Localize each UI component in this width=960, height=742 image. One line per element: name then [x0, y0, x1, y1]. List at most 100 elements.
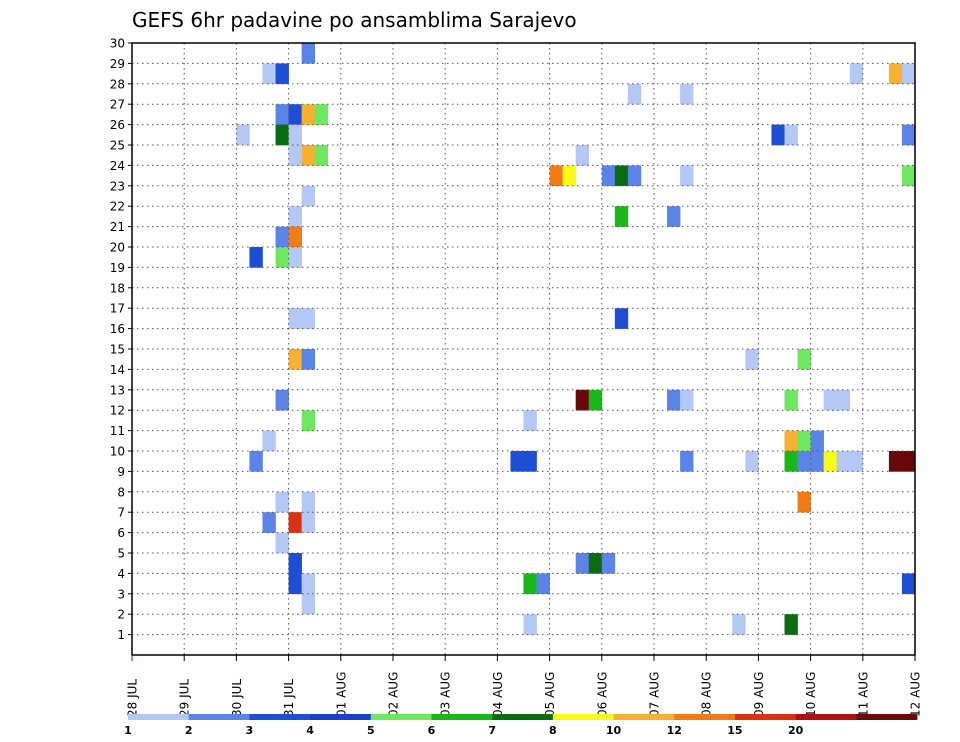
colorbar-swatch: [613, 714, 675, 720]
precip-cell: [288, 308, 302, 329]
precip-cell: [601, 165, 616, 187]
y-tick-label: 24: [110, 159, 125, 173]
precip-cell: [314, 104, 329, 125]
colorbar-label: 20: [788, 724, 804, 737]
y-tick-label: 13: [110, 383, 125, 397]
precip-cell: [575, 389, 590, 411]
precip-cell: [588, 553, 603, 574]
precip-cell: [275, 226, 289, 248]
y-tick-label: 17: [110, 302, 125, 316]
y-tick-label: 28: [110, 77, 125, 91]
colorbar-label: 3: [246, 724, 254, 737]
precip-cell: [810, 430, 824, 452]
precip-cell: [249, 451, 263, 472]
precip-cell: [797, 349, 811, 370]
y-tick-label: 19: [110, 261, 125, 275]
precip-cell: [784, 389, 798, 411]
colorbar-label: 1: [124, 724, 132, 737]
x-tick-label: 04 AUG: [491, 672, 505, 717]
precip-cell: [849, 451, 864, 472]
precip-cell: [262, 512, 276, 533]
precip-cell: [667, 206, 681, 227]
precip-cell: [288, 573, 302, 595]
precip-cell: [275, 63, 289, 85]
precip-cell: [262, 430, 276, 452]
precip-cell: [288, 206, 302, 227]
precip-cell: [836, 451, 851, 472]
y-tick-label: 30: [110, 37, 125, 51]
precip-cell: [510, 451, 524, 472]
precip-cell: [901, 573, 916, 595]
y-tick-label: 29: [110, 57, 125, 71]
precip-cell: [588, 389, 603, 411]
x-tick-label: 11 AUG: [856, 672, 870, 717]
precip-cell: [249, 247, 263, 268]
precip-cell: [823, 389, 837, 411]
precip-cell: [797, 451, 811, 472]
precip-cell: [680, 389, 694, 411]
precip-cell: [301, 593, 315, 615]
y-tick-label: 10: [110, 445, 125, 459]
precip-cell: [797, 491, 811, 513]
y-tick-label: 9: [117, 465, 125, 479]
x-tick-label: 07 AUG: [648, 672, 662, 717]
colorbar-label: 15: [727, 724, 742, 737]
precip-cell: [901, 63, 916, 85]
y-tick-label: 14: [110, 363, 125, 377]
y-tick-label: 2: [117, 608, 125, 622]
precip-cell: [301, 491, 315, 513]
precip-cell: [549, 165, 563, 187]
precip-cell: [732, 614, 746, 635]
x-tick-label: 05 AUG: [543, 672, 557, 717]
cells-layer: [236, 43, 916, 635]
precip-cell: [680, 83, 694, 105]
precip-cell: [784, 614, 798, 635]
precip-cell: [301, 104, 315, 125]
precip-cell: [575, 145, 590, 166]
colorbar-swatch: [674, 714, 736, 720]
y-tick-label: 16: [110, 322, 125, 336]
colorbar-swatch: [370, 714, 432, 720]
colorbar-swatch: [492, 714, 554, 720]
x-tick-label: 03 AUG: [439, 672, 453, 717]
precip-cell: [275, 104, 289, 125]
y-tick-label: 18: [110, 281, 125, 295]
y-tick-label: 12: [110, 404, 125, 418]
y-tick-label: 26: [110, 118, 125, 132]
precip-cell: [523, 573, 537, 595]
x-tick-label: 08 AUG: [700, 672, 714, 717]
y-tick-label: 1: [117, 628, 125, 642]
precip-cell: [771, 124, 785, 146]
precip-cell: [680, 165, 694, 187]
x-tick-label: 28 JUL: [126, 679, 140, 717]
colorbar-label: 6: [428, 724, 436, 737]
y-tick-label: 27: [110, 98, 125, 112]
precip-cell: [275, 247, 289, 268]
precip-cell: [784, 124, 798, 146]
precip-cell: [301, 43, 315, 64]
precip-cell: [745, 451, 759, 472]
x-tick-label: 29 JUL: [178, 679, 192, 717]
x-tick-label: 06 AUG: [595, 672, 609, 717]
precip-cell: [301, 349, 315, 370]
precip-cell: [288, 124, 302, 146]
precip-cell: [888, 451, 903, 472]
y-tick-label: 22: [110, 200, 125, 214]
precip-cell: [849, 63, 864, 85]
y-tick-label: 25: [110, 139, 125, 153]
precip-cell: [301, 145, 315, 166]
precip-cell: [236, 124, 250, 146]
x-tick-label: 12 AUG: [909, 672, 923, 717]
y-tick-label: 23: [110, 179, 125, 193]
precip-cell: [301, 512, 315, 533]
y-tick-label: 3: [117, 587, 125, 601]
precip-cell: [262, 63, 276, 85]
precip-cell: [797, 430, 811, 452]
precip-cell: [823, 451, 837, 472]
precip-cell: [523, 410, 537, 431]
colorbar-swatch: [431, 714, 493, 720]
y-tick-label: 8: [117, 485, 125, 499]
precip-cell: [562, 165, 576, 187]
precip-cell: [784, 451, 798, 472]
